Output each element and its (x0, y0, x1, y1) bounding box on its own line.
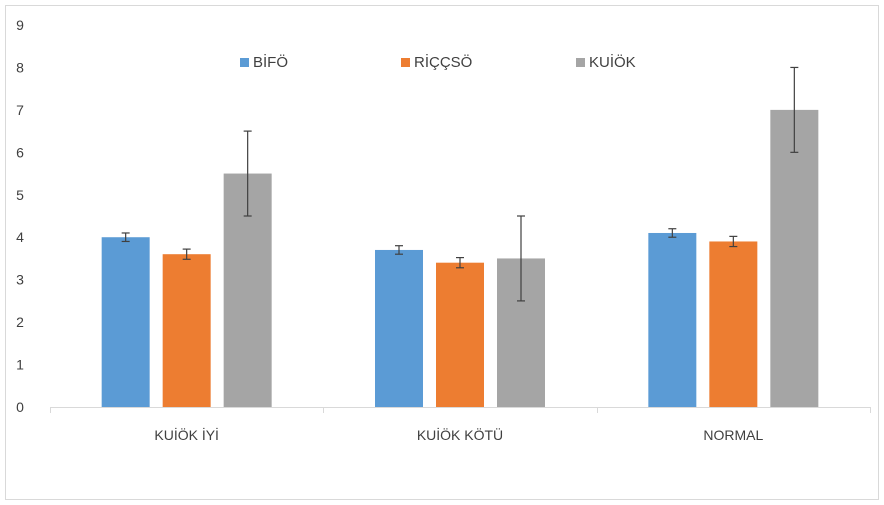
y-tick-label: 0 (16, 399, 24, 415)
y-tick-label: 6 (16, 144, 24, 160)
bar (770, 109, 819, 407)
y-tick-label: 3 (16, 272, 24, 288)
x-category-label: KUİÖK KÖTÜ (417, 426, 503, 443)
bars (101, 66, 819, 407)
y-tick-label: 9 (16, 17, 24, 33)
bar (648, 232, 697, 407)
legend-swatch (401, 58, 410, 67)
x-axis: KUİÖK İYİ KUİÖK KÖTÜ NORMAL (50, 407, 871, 443)
y-tick-label: 5 (16, 187, 24, 203)
legend-label: KUİÖK (589, 53, 636, 71)
y-tick-label: 2 (16, 314, 24, 330)
y-tick-label: 1 (16, 357, 24, 373)
legend-swatch (576, 58, 585, 67)
y-tick-label: 8 (16, 59, 24, 75)
bar (709, 241, 758, 407)
legend-label: BİFÖ (253, 53, 288, 71)
legend-swatch (240, 58, 249, 67)
x-category-label: KUİÖK İYİ (154, 426, 219, 443)
legend-label: RİÇÇSÖ (414, 53, 472, 71)
legend: BİFÖ RİÇÇSÖ KUİÖK (240, 53, 636, 71)
bar (375, 249, 423, 407)
bar (162, 254, 211, 407)
x-category-label: NORMAL (703, 427, 763, 443)
y-tick-label: 4 (16, 229, 24, 245)
bar (436, 262, 484, 407)
y-tick-label: 7 (16, 102, 24, 118)
y-axis: 0 1 2 3 4 5 6 7 8 9 (16, 17, 24, 415)
bar (101, 237, 150, 407)
